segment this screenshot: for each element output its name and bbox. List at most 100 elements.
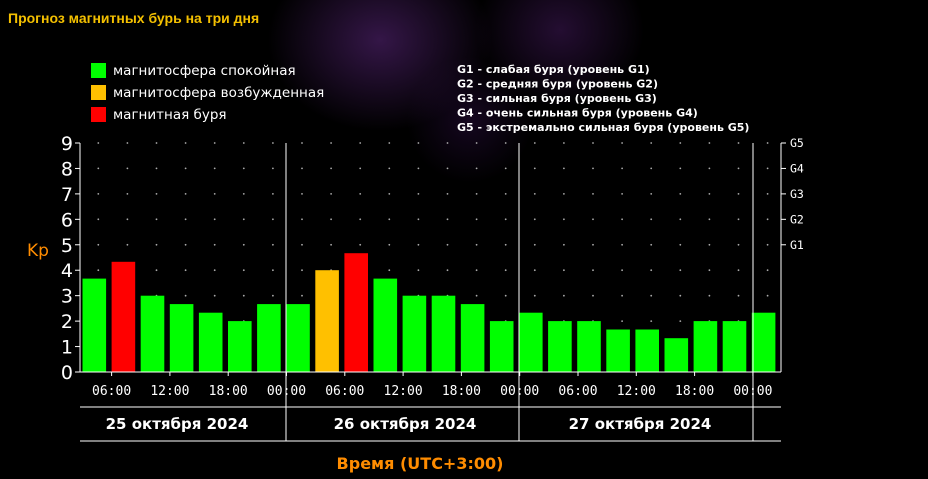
grid-dot	[359, 193, 362, 195]
grid-dot	[533, 142, 536, 144]
grid-dot	[679, 294, 682, 297]
grid-dot	[184, 294, 187, 297]
kp-bar	[489, 321, 514, 372]
g-level-description: G2 - средняя буря (уровень G2)	[457, 78, 658, 91]
grid-dot	[650, 218, 653, 221]
grid-dot	[417, 218, 420, 221]
grid-dot	[475, 218, 478, 221]
grid-dot	[272, 167, 274, 170]
x-tick-label: 06:00	[325, 384, 364, 399]
kp-bar	[402, 295, 427, 372]
grid-dot	[155, 218, 158, 221]
kp-bar	[606, 329, 630, 372]
x-tick-label: 12:00	[384, 384, 423, 399]
x-tick-label: 06:00	[92, 384, 131, 399]
grid-dot	[563, 193, 565, 195]
grid-dot	[446, 142, 449, 144]
grid-dot	[184, 218, 187, 221]
kp-bar	[169, 304, 194, 372]
grid-dot	[621, 218, 623, 221]
grid-dot	[388, 142, 391, 144]
legend-label-2: магнитосфера возбужденная	[113, 85, 324, 101]
g-scale-label: G4	[790, 161, 804, 175]
grid-dot	[737, 218, 740, 221]
kp-bar	[82, 278, 107, 372]
grid-dot	[504, 294, 507, 297]
grid-dot	[650, 269, 653, 272]
grid-dot	[650, 243, 653, 246]
grid-dot	[475, 243, 478, 246]
kp-bar	[577, 321, 601, 372]
grid-dot	[213, 294, 216, 297]
grid-dot	[737, 294, 740, 297]
g-scale-label: G2	[790, 212, 804, 226]
grid-dot	[417, 193, 420, 195]
y-tick-label: 5	[61, 235, 73, 257]
x-tick-label: 12:00	[150, 384, 189, 399]
y-tick-label: 9	[61, 133, 73, 155]
grid-dot	[563, 294, 565, 297]
grid-dot	[592, 193, 594, 195]
grid-dot	[242, 142, 245, 144]
grid-dot	[417, 243, 420, 246]
x-tick-label: 00:00	[500, 384, 539, 399]
y-tick-label: 6	[61, 209, 73, 231]
grid-dot	[301, 142, 303, 144]
grid-dot	[97, 218, 100, 221]
g-level-description: G3 - сильная буря (уровень G3)	[457, 92, 657, 105]
grid-dot	[301, 294, 303, 297]
grid-dot	[126, 218, 129, 221]
grid-dot	[475, 269, 478, 272]
kp-bar	[519, 312, 543, 372]
grid-dot	[592, 269, 594, 272]
grid-dot	[242, 269, 245, 272]
grid-dot	[184, 269, 187, 272]
grid-dot	[446, 269, 449, 272]
grid-dot	[737, 142, 740, 144]
grid-dot	[184, 142, 187, 144]
grid-dot	[126, 193, 129, 195]
kp-bar	[257, 304, 281, 372]
x-tick-label: 00:00	[267, 384, 306, 399]
grid-dot	[446, 218, 449, 221]
grid-dot	[97, 243, 100, 246]
grid-dot	[708, 243, 711, 246]
kp-bar	[228, 321, 252, 372]
grid-dot	[388, 167, 391, 170]
grid-dot	[621, 142, 623, 144]
grid-dot	[650, 167, 653, 170]
x-tick-label: 18:00	[209, 384, 248, 399]
grid-dot	[504, 269, 507, 272]
grid-dot	[242, 243, 245, 246]
grid-dot	[417, 269, 420, 272]
grid-dot	[184, 243, 187, 246]
grid-dot	[504, 193, 507, 195]
kp-bar	[315, 270, 339, 372]
grid-dot	[592, 167, 594, 170]
day-label: 26 октября 2024	[334, 415, 477, 433]
kp-bar	[431, 295, 456, 372]
day-label: 27 октября 2024	[569, 415, 712, 433]
grid-dot	[475, 142, 478, 144]
g-scale-label: G3	[790, 187, 804, 201]
grid-dot	[446, 243, 449, 246]
kp-bar	[344, 253, 368, 372]
kp-bar	[460, 304, 485, 372]
grid-dot	[650, 294, 653, 297]
y-tick-label: 4	[61, 260, 73, 282]
g-level-description: G5 - экстремально сильная буря (уровень …	[457, 121, 749, 134]
grid-dot	[301, 218, 303, 221]
y-tick-label: 2	[61, 311, 73, 333]
grid-dot	[708, 193, 711, 195]
grid-dot	[213, 142, 216, 144]
grid-dot	[330, 167, 332, 170]
grid-dot	[388, 218, 391, 221]
grid-dot	[330, 218, 332, 221]
grid-dot	[475, 167, 478, 170]
x-tick-label: 18:00	[675, 384, 714, 399]
g-level-description: G4 - очень сильная буря (уровень G4)	[457, 107, 698, 120]
grid-dot	[621, 167, 623, 170]
grid-dot	[708, 218, 711, 221]
grid-dot	[475, 294, 478, 297]
